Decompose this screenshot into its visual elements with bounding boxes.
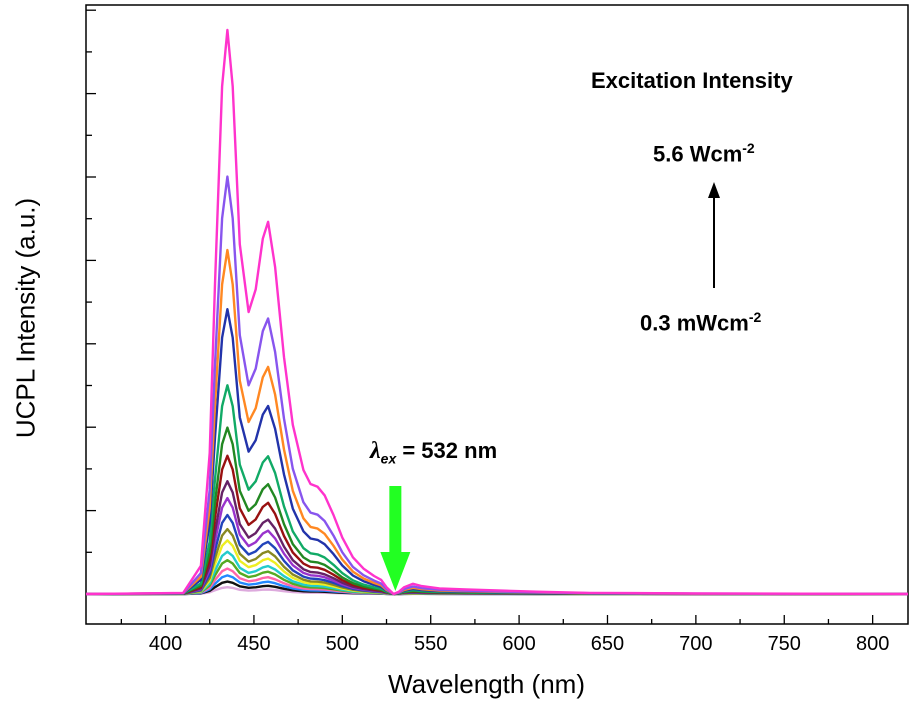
- spectrum-line: [85, 175, 909, 596]
- low-intensity-exponent: -2: [748, 309, 762, 325]
- x-tick-label: 750: [768, 633, 801, 655]
- y-axis-ticks: [86, 9, 96, 595]
- x-tick-label: 800: [856, 633, 889, 655]
- x-tick-label: 550: [414, 633, 447, 655]
- high-intensity-label: 5.6 Wcm-2: [653, 140, 755, 167]
- lambda-symbol: λ: [370, 438, 381, 464]
- x-axis: 400 450 500 550 600 650 700 750 800: [120, 615, 889, 655]
- x-tick-label: 700: [679, 633, 712, 655]
- x-tick-label: 450: [237, 633, 270, 655]
- intensity-arrow: [708, 182, 720, 288]
- x-tick-label: 500: [326, 633, 359, 655]
- high-intensity-value: 5.6 Wcm: [653, 141, 743, 167]
- excitation-arrow-shape: [380, 486, 411, 591]
- excitation-wavelength-value: = 532 nm: [396, 438, 498, 463]
- lambda-subscript: ex: [380, 450, 397, 467]
- high-intensity-exponent: -2: [742, 140, 755, 156]
- low-intensity-value: 0.3 mWcm: [640, 310, 749, 336]
- intensity-arrow-head: [708, 182, 720, 198]
- excitation-arrow: [380, 486, 411, 591]
- y-axis-label: UCPL Intensity (a.u.): [10, 197, 41, 439]
- x-tick-label: 650: [591, 633, 624, 655]
- x-tick-label: 600: [502, 633, 535, 655]
- x-tick-label: 400: [149, 633, 182, 655]
- series-group: [85, 28, 909, 596]
- excitation-wavelength-label: λex = 532 nm: [370, 438, 497, 466]
- spectrum-line: [85, 28, 909, 596]
- low-intensity-label: 0.3 mWcm-2: [640, 309, 761, 336]
- excitation-intensity-title: Excitation Intensity: [591, 68, 793, 93]
- plot-frame: [85, 4, 909, 625]
- x-axis-label: Wavelength (nm): [388, 669, 585, 699]
